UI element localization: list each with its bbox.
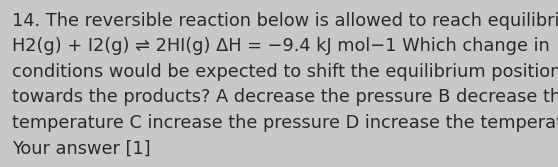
Text: Your answer [1]: Your answer [1] [12, 139, 151, 157]
Text: towards the products? A decrease the pressure B decrease the: towards the products? A decrease the pre… [12, 88, 558, 106]
Text: conditions would be expected to shift the equilibrium position: conditions would be expected to shift th… [12, 63, 558, 81]
Text: H2(g) + I2(g) ⇌ 2HI(g) ΔH = −9.4 kJ mol−1 Which change in: H2(g) + I2(g) ⇌ 2HI(g) ΔH = −9.4 kJ mol−… [12, 37, 550, 55]
Text: 14. The reversible reaction below is allowed to reach equilibrium.: 14. The reversible reaction below is all… [12, 12, 558, 30]
Text: temperature C increase the pressure D increase the temperature: temperature C increase the pressure D in… [12, 114, 558, 132]
